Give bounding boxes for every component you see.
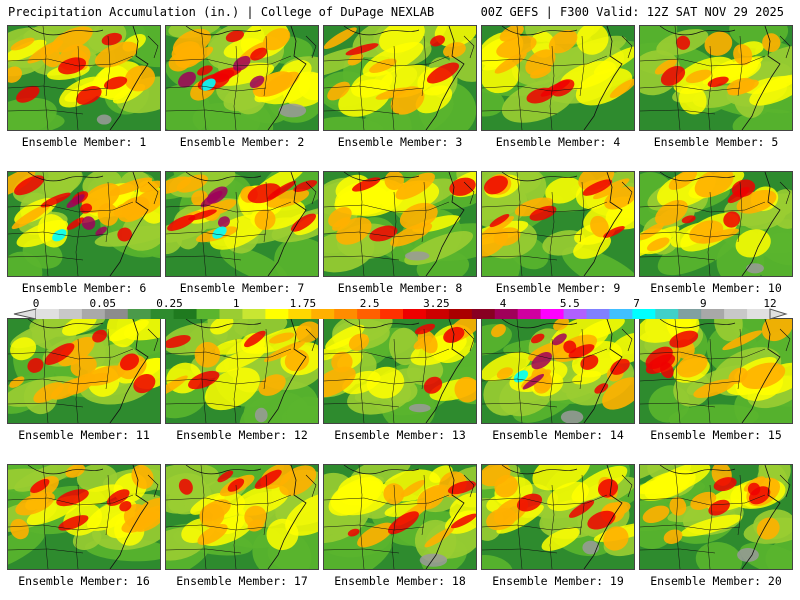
member-map-panel: [323, 318, 477, 424]
colorbar-swatch: [265, 309, 289, 319]
chart-title: Precipitation Accumulation (in.) | Colle…: [8, 5, 435, 19]
colorbar-swatch: [609, 309, 633, 319]
member-label: Ensemble Member: 13: [334, 428, 466, 442]
colorbar-tick-label: 0: [32, 297, 40, 310]
member-map-panel: [7, 25, 161, 131]
colorbar-tick-label: 0.05: [89, 297, 116, 310]
colorbar-swatch: [288, 309, 312, 319]
colorbar-swatch: [448, 309, 473, 319]
member-map-panel: [481, 318, 635, 424]
colorbar-min-arrow: [13, 308, 37, 320]
member-map-panel: [165, 171, 319, 277]
precip-colorbar: [13, 308, 788, 320]
colorbar-swatch: [36, 309, 60, 319]
member-map-panel: [7, 171, 161, 277]
member-label: Ensemble Member: 16: [18, 574, 150, 588]
member-label: Ensemble Member: 2: [179, 135, 305, 149]
model-run-info: 00Z GEFS | F300 Valid: 12Z SAT NOV 29 20…: [480, 5, 784, 19]
member-map-panel: [323, 171, 477, 277]
colorbar-swatch: [563, 309, 587, 319]
member-map-panel: [165, 25, 319, 131]
member-label: Ensemble Member: 5: [653, 135, 779, 149]
colorbar-tick-label: 1: [232, 297, 240, 310]
colorbar-swatch: [334, 309, 358, 319]
member-map-panel: [639, 25, 793, 131]
colorbar-swatch: [655, 309, 679, 319]
colorbar-swatch: [540, 309, 565, 319]
colorbar-tick-label: 2.5: [359, 297, 380, 310]
colorbar-swatch: [517, 309, 542, 319]
colorbar-swatch: [701, 309, 725, 319]
member-map-panel: [639, 464, 793, 570]
member-label: Ensemble Member: 14: [492, 428, 624, 442]
colorbar-max-arrow: [769, 308, 788, 320]
member-label: Ensemble Member: 8: [337, 281, 463, 295]
member-map-panel: [639, 171, 793, 277]
colorbar-swatch: [425, 309, 450, 319]
colorbar-swatch: [173, 309, 198, 319]
colorbar-tick-label: 4: [499, 297, 507, 310]
member-map-panel: [481, 464, 635, 570]
colorbar-swatch: [632, 309, 656, 319]
member-map-panel: [639, 318, 793, 424]
member-label: Ensemble Member: 4: [495, 135, 621, 149]
member-label: Ensemble Member: 15: [650, 428, 782, 442]
colorbar-tick-label: 9: [699, 297, 707, 310]
colorbar-swatch: [242, 309, 266, 319]
colorbar-tick-label: 1.75: [289, 297, 317, 310]
member-map-panel: [323, 25, 477, 131]
colorbar-swatch: [380, 309, 404, 319]
member-label: Ensemble Member: 18: [334, 574, 466, 588]
member-label: Ensemble Member: 11: [18, 428, 150, 442]
colorbar-swatch: [104, 309, 129, 319]
colorbar-swatch: [196, 309, 220, 319]
colorbar-swatch: [586, 309, 610, 319]
member-label: Ensemble Member: 19: [492, 574, 624, 588]
member-map-panel: [165, 464, 319, 570]
colorbar-swatch: [58, 309, 83, 319]
member-label: Ensemble Member: 9: [495, 281, 621, 295]
member-map-panel: [481, 25, 635, 131]
colorbar-swatch: [81, 309, 106, 319]
colorbar-swatch: [357, 309, 381, 319]
member-label: Ensemble Member: 12: [176, 428, 308, 442]
member-label: Ensemble Member: 6: [21, 281, 147, 295]
colorbar-swatch: [150, 309, 175, 319]
member-label: Ensemble Member: 20: [650, 574, 782, 588]
colorbar-tick-label: 3.25: [423, 297, 450, 310]
member-label: Ensemble Member: 17: [176, 574, 308, 588]
colorbar-swatch: [127, 309, 152, 319]
colorbar-swatch: [311, 309, 335, 319]
colorbar-swatch: [219, 309, 243, 319]
colorbar-swatch: [678, 309, 702, 319]
colorbar-swatch: [494, 309, 519, 319]
colorbar-swatch: [724, 309, 748, 319]
colorbar-tick-label: 12: [763, 297, 777, 310]
colorbar-swatch: [747, 309, 771, 319]
member-map-panel: [323, 464, 477, 570]
member-label: Ensemble Member: 10: [650, 281, 782, 295]
colorbar-swatch: [471, 309, 496, 319]
colorbar-tick-label: 5.5: [559, 297, 580, 310]
member-map-panel: [7, 318, 161, 424]
member-map-panel: [165, 318, 319, 424]
member-label: Ensemble Member: 3: [337, 135, 463, 149]
colorbar-tick-label: 0.25: [156, 297, 183, 310]
colorbar-tick-label: 7: [633, 297, 640, 310]
member-map-panel: [7, 464, 161, 570]
member-label: Ensemble Member: 7: [179, 281, 305, 295]
member-label: Ensemble Member: 1: [21, 135, 147, 149]
colorbar-swatch: [403, 309, 427, 319]
member-map-panel: [481, 171, 635, 277]
